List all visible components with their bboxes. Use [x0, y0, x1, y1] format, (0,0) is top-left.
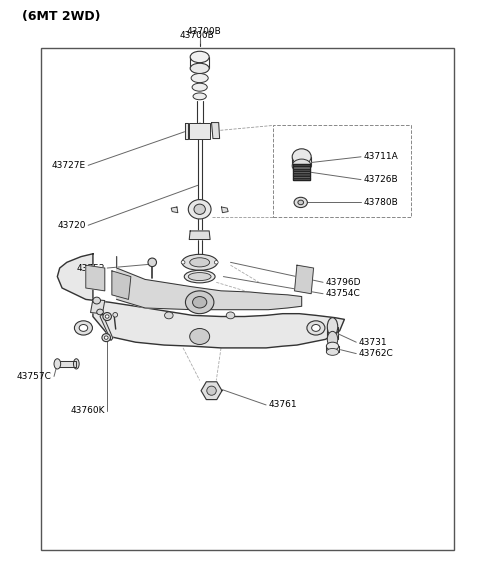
Polygon shape	[293, 169, 310, 171]
Text: 43754C: 43754C	[325, 289, 360, 298]
Ellipse shape	[192, 83, 207, 91]
Polygon shape	[221, 207, 228, 213]
Polygon shape	[201, 382, 222, 400]
Text: 43780B: 43780B	[363, 198, 398, 207]
Text: 43726B: 43726B	[363, 175, 398, 184]
Ellipse shape	[327, 317, 338, 336]
Ellipse shape	[185, 291, 214, 314]
Text: 43757C: 43757C	[17, 372, 52, 381]
Ellipse shape	[327, 331, 338, 347]
Ellipse shape	[105, 315, 109, 318]
Ellipse shape	[184, 270, 215, 283]
Polygon shape	[293, 164, 310, 166]
Ellipse shape	[294, 198, 307, 207]
Bar	[189, 123, 210, 139]
Text: 43796D: 43796D	[325, 278, 361, 287]
Text: 43760K: 43760K	[70, 406, 105, 415]
Polygon shape	[185, 123, 188, 139]
Ellipse shape	[93, 297, 100, 304]
Ellipse shape	[73, 359, 79, 369]
Polygon shape	[293, 171, 310, 173]
Ellipse shape	[191, 74, 208, 82]
Polygon shape	[293, 166, 310, 169]
Text: 43700B: 43700B	[180, 31, 215, 40]
Ellipse shape	[188, 272, 211, 281]
Ellipse shape	[326, 342, 339, 350]
Ellipse shape	[113, 313, 118, 317]
Ellipse shape	[194, 204, 205, 214]
Ellipse shape	[292, 159, 311, 173]
Ellipse shape	[307, 321, 325, 335]
Ellipse shape	[298, 200, 303, 204]
Ellipse shape	[190, 51, 209, 63]
Ellipse shape	[103, 313, 111, 320]
Ellipse shape	[181, 260, 185, 264]
Text: 43761: 43761	[268, 400, 297, 410]
Polygon shape	[293, 173, 310, 176]
Ellipse shape	[215, 260, 218, 264]
Ellipse shape	[190, 258, 210, 267]
Ellipse shape	[192, 297, 207, 308]
Polygon shape	[293, 178, 310, 180]
Ellipse shape	[226, 312, 235, 319]
Polygon shape	[86, 265, 105, 291]
Polygon shape	[295, 265, 313, 294]
Ellipse shape	[207, 386, 216, 395]
Text: 43711A: 43711A	[363, 152, 398, 161]
Ellipse shape	[96, 309, 103, 315]
Ellipse shape	[193, 93, 206, 100]
Text: 43731: 43731	[359, 338, 387, 347]
Text: 43762C: 43762C	[359, 349, 394, 358]
Polygon shape	[212, 123, 219, 139]
Ellipse shape	[292, 149, 311, 165]
Polygon shape	[171, 207, 178, 213]
Polygon shape	[91, 300, 105, 314]
Bar	[41, 48, 454, 551]
Ellipse shape	[188, 199, 211, 219]
Ellipse shape	[182, 255, 217, 270]
Polygon shape	[100, 314, 113, 340]
Polygon shape	[57, 254, 344, 348]
Ellipse shape	[79, 324, 88, 331]
Text: (6MT 2WD): (6MT 2WD)	[22, 10, 100, 22]
Ellipse shape	[165, 312, 173, 319]
Text: 43727E: 43727E	[52, 161, 86, 170]
Ellipse shape	[190, 328, 210, 344]
Polygon shape	[189, 231, 210, 240]
Text: 43720: 43720	[57, 221, 86, 230]
Ellipse shape	[190, 63, 209, 74]
Polygon shape	[57, 361, 76, 367]
Ellipse shape	[102, 334, 110, 342]
Polygon shape	[326, 346, 339, 352]
Bar	[273, 126, 411, 217]
Ellipse shape	[312, 324, 320, 331]
Polygon shape	[112, 271, 131, 300]
Ellipse shape	[74, 321, 93, 335]
Ellipse shape	[104, 336, 108, 339]
Text: 43700B: 43700B	[187, 27, 222, 36]
Polygon shape	[117, 257, 301, 310]
Text: 43752: 43752	[76, 264, 105, 272]
Ellipse shape	[148, 258, 156, 267]
Ellipse shape	[326, 348, 339, 355]
Polygon shape	[293, 176, 310, 178]
Ellipse shape	[54, 359, 60, 369]
Bar	[293, 164, 310, 180]
